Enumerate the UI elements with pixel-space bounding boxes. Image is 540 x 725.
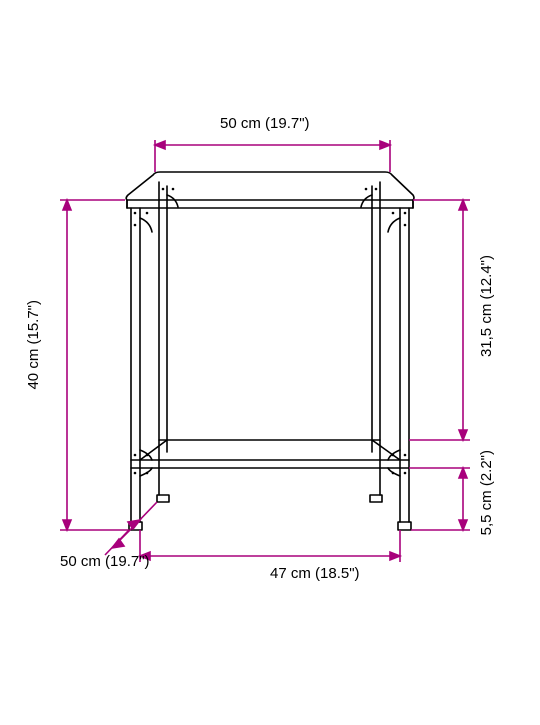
dim-depth-left: 50 cm (19.7") [60, 553, 150, 570]
dim-shelf-width-bottom: 47 cm (18.5") [270, 565, 360, 582]
dim-height-left: 40 cm (15.7") [25, 300, 42, 390]
dim-lower-height-right: 5,5 cm (2.2") [478, 450, 495, 535]
diagram-canvas: 50 cm (19.7") 40 cm (15.7") 50 cm (19.7"… [0, 0, 540, 720]
technical-drawing-svg [0, 0, 540, 720]
table-outline [126, 172, 414, 530]
dim-width-top: 50 cm (19.7") [220, 115, 310, 132]
dim-upper-height-right: 31,5 cm (12.4") [478, 255, 495, 357]
